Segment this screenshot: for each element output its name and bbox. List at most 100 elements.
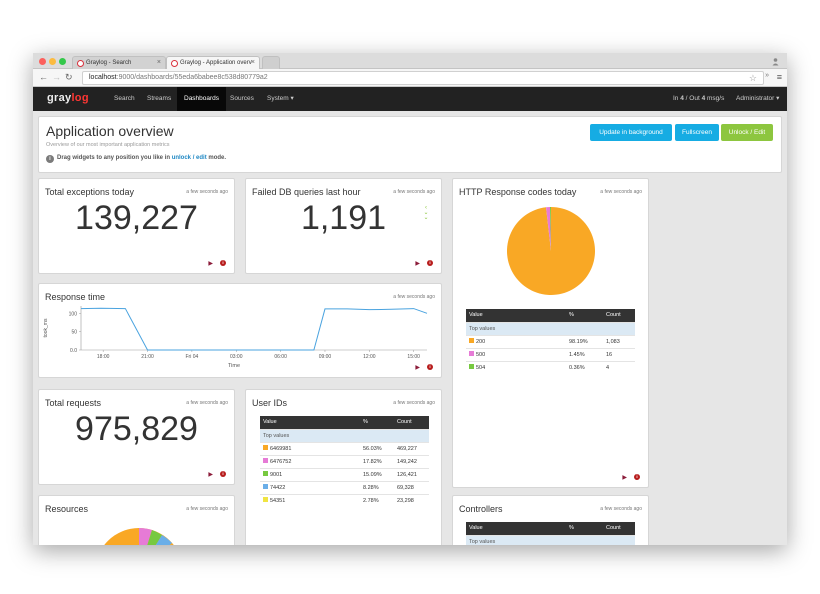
info-icon[interactable]: i (220, 471, 226, 477)
widget-failed-db-queries[interactable]: Failed DB queries last hour a few second… (245, 178, 442, 274)
page-subtitle: Overview of our most important applicati… (46, 142, 170, 148)
minimize-window-icon[interactable] (49, 58, 56, 65)
widget-http-response-codes[interactable]: HTTP Response codes today a few seconds … (452, 178, 649, 488)
back-icon[interactable]: ← (39, 72, 48, 82)
widget-resources[interactable]: Resources a few seconds ago (38, 495, 235, 545)
person-icon[interactable] (771, 57, 780, 66)
y-tick-label: 0.0 (70, 348, 77, 354)
top-values-label: Top values (466, 321, 635, 335)
replay-search-icon[interactable]: ▶ (208, 261, 213, 267)
url-host: localhost (89, 74, 117, 81)
throughput: In 4 / Out 4 msg/s (673, 87, 724, 111)
col-value: Value (260, 416, 360, 429)
dashboard-header: Application overview Overview of our mos… (38, 116, 782, 173)
row-value: 6469981 (270, 446, 292, 452)
widget-title: Controllers (459, 504, 503, 514)
widget-user-ids[interactable]: User IDs a few seconds ago Value % Count… (245, 389, 442, 545)
unlock-edit-button[interactable]: Unlock / Edit (721, 124, 773, 141)
out-value: 4 (701, 95, 706, 102)
widget-total-exceptions[interactable]: Total exceptions today a few seconds ago… (38, 178, 235, 274)
replay-search-icon[interactable]: ▶ (415, 365, 420, 371)
nav-sources[interactable]: Sources (230, 95, 254, 102)
info-icon[interactable]: i (427, 260, 433, 266)
replay-search-icon[interactable]: ▶ (208, 472, 213, 478)
tab-graylog-search[interactable]: Graylog - Search × (72, 56, 166, 69)
chevron-down-icon: ▾ (290, 95, 294, 102)
color-swatch (263, 471, 268, 476)
close-window-icon[interactable] (39, 58, 46, 65)
maximize-window-icon[interactable] (59, 58, 66, 65)
widget-timestamp: a few seconds ago (186, 400, 228, 406)
row-value: 9001 (270, 472, 283, 478)
out-label: / Out (685, 95, 700, 102)
info-icon[interactable]: i (220, 260, 226, 266)
widget-value: 975,829 (75, 410, 198, 448)
widget-timestamp: a few seconds ago (600, 189, 642, 195)
x-tick-label: 21:00 (141, 354, 154, 360)
nav-dashboards[interactable]: Dashboards (177, 87, 227, 111)
widget-controllers[interactable]: Controllers a few seconds ago Value % Co… (452, 495, 649, 545)
tab-close-icon[interactable]: × (250, 59, 255, 66)
color-swatch (263, 445, 268, 450)
replay-search-icon[interactable]: ▶ (622, 475, 627, 481)
table-row: 504 0.36% 4 (466, 360, 635, 374)
drag-hint: i Drag widgets to any position you like i… (46, 155, 226, 163)
tab-application-overview[interactable]: Graylog - Application overv × (166, 56, 260, 69)
graylog-favicon-icon (171, 60, 178, 67)
controllers-table: Value % Count Top values (466, 522, 635, 545)
row-count: 469,227 (394, 441, 429, 455)
series-line (80, 307, 428, 351)
row-value: 6476752 (270, 459, 292, 465)
address-bar[interactable]: localhost:9000/dashboards/55eda6babee8c5… (82, 71, 764, 85)
widget-title: HTTP Response codes today (459, 187, 577, 197)
x-tick-label: 06:00 (274, 354, 287, 360)
tab-strip: Graylog - Search × Graylog - Application… (33, 53, 787, 69)
row-value: 54351 (270, 498, 286, 505)
col-count: Count (603, 522, 635, 535)
info-icon[interactable]: i (634, 474, 640, 480)
row-percent: 8.28% (360, 480, 394, 494)
color-swatch (263, 458, 268, 463)
widget-response-time[interactable]: Response time a few seconds ago took_ms 0… (38, 283, 442, 378)
menu-icon[interactable]: ≡ (776, 72, 782, 82)
nav-streams[interactable]: Streams (147, 95, 172, 102)
url-path: :9000/dashboards/55eda6babee8c538d80779a… (116, 74, 268, 81)
user-menu[interactable]: Administrator ▾ (736, 87, 779, 111)
graylog-favicon-icon (77, 60, 84, 67)
reload-icon[interactable]: ↻ (65, 72, 73, 82)
extensions-chevron-icon[interactable]: » (765, 72, 769, 79)
top-values-label: Top values (466, 534, 635, 545)
dashboard-content: Application overview Overview of our mos… (33, 111, 787, 545)
widget-title: User IDs (252, 398, 288, 408)
y-axis-label: took_ms (43, 318, 49, 337)
widget-value: 1,191 (300, 199, 387, 237)
replay-search-icon[interactable]: ▶ (415, 261, 420, 267)
logo-text-b: log (71, 92, 89, 104)
forward-icon[interactable]: → (52, 72, 61, 82)
widget-total-requests[interactable]: Total requests a few seconds ago 975,829… (38, 389, 235, 485)
color-swatch (469, 338, 474, 343)
new-tab-button[interactable] (262, 56, 280, 69)
x-tick-label: 18:00 (97, 354, 110, 360)
table-row: 500 1.45% 16 (466, 347, 635, 361)
nav-search[interactable]: Search (114, 95, 135, 102)
widget-actions: ▶ i (415, 260, 433, 267)
unlock-edit-link[interactable]: unlock / edit (171, 155, 207, 161)
table-row: 6476752 17.82% 149,242 (260, 454, 429, 468)
fullscreen-button[interactable]: Fullscreen (675, 124, 719, 141)
row-percent: 15.09% (360, 467, 394, 481)
graylog-logo[interactable]: graylog (47, 92, 89, 104)
tab-close-icon[interactable]: × (156, 59, 161, 66)
logo-text-a: gray (47, 92, 72, 104)
info-icon[interactable]: i (427, 364, 433, 370)
hint-text: Drag widgets to any position you like in (57, 155, 171, 161)
widget-title: Total exceptions today (45, 187, 135, 197)
row-percent: 17.82% (360, 454, 394, 468)
color-swatch (469, 351, 474, 356)
widget-actions: ▶ i (208, 471, 226, 478)
http-values-table: Value % Count Top values 200 98.19% 1,08… (466, 309, 635, 374)
nav-system[interactable]: System ▾ (260, 87, 301, 111)
user-name: Administrator (736, 95, 775, 102)
star-icon[interactable]: ☆ (748, 73, 757, 83)
update-in-background-button[interactable]: Update in background (590, 124, 672, 141)
